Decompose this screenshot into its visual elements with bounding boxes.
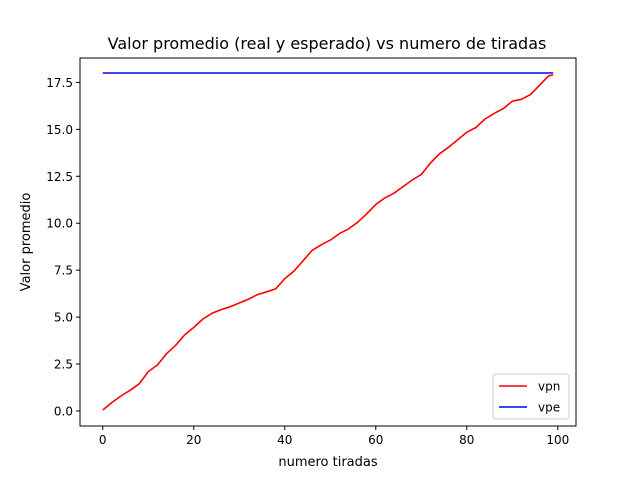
x-axis: 0 20 40 60 80 100 xyxy=(99,426,569,447)
chart-title: Valor promedio (real y esperado) vs nume… xyxy=(108,34,547,53)
legend: vpn vpe xyxy=(492,373,570,420)
x-axis-label: numero tiradas xyxy=(278,455,378,470)
legend-label-vpn: vpn xyxy=(538,380,560,394)
series-layer xyxy=(102,72,554,411)
y-tick-label: 15.0 xyxy=(46,123,73,137)
x-tick-label: 0 xyxy=(99,433,107,447)
series-line-vpn xyxy=(102,74,554,411)
legend-label-vpe: vpe xyxy=(538,401,560,415)
y-tick-label: 10.0 xyxy=(46,217,73,231)
axes-frame xyxy=(79,57,577,427)
y-axis-label: Valor promedio xyxy=(19,193,34,292)
x-tick-label: 60 xyxy=(368,433,383,447)
y-tick-label: 17.5 xyxy=(46,76,73,90)
y-tick-label: 7.5 xyxy=(54,264,73,278)
y-tick-label: 0.0 xyxy=(54,404,73,418)
y-tick-label: 12.5 xyxy=(46,170,73,184)
x-tick-label: 40 xyxy=(277,433,292,447)
x-tick-label: 20 xyxy=(186,433,201,447)
y-tick-label: 5.0 xyxy=(54,311,73,325)
x-tick-label: 80 xyxy=(459,433,474,447)
y-axis: 0.0 2.5 5.0 7.5 10.0 12.5 15.0 17.5 xyxy=(46,76,80,418)
x-tick-label: 100 xyxy=(546,433,569,447)
y-tick-label: 2.5 xyxy=(54,358,73,372)
